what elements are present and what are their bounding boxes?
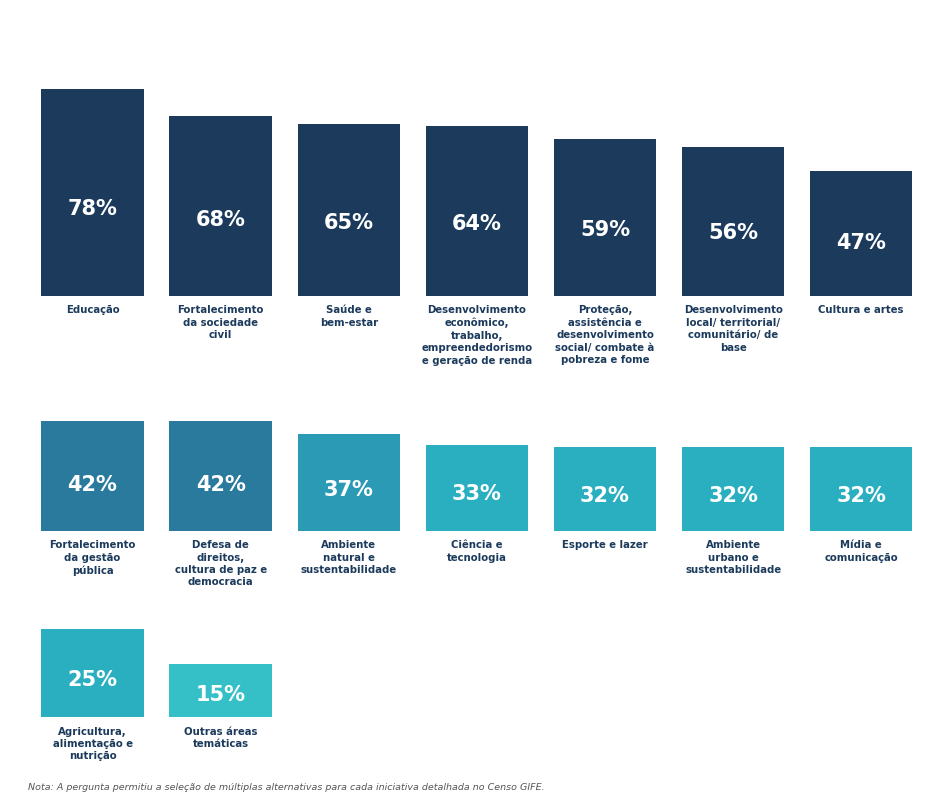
Text: Fortalecimento
da gestão
pública: Fortalecimento da gestão pública [49, 540, 136, 576]
FancyBboxPatch shape [169, 421, 271, 531]
Text: Desenvolvimento
econômico,
trabalho,
empreendedorismo
e geração de renda: Desenvolvimento econômico, trabalho, emp… [421, 305, 532, 365]
Text: Cultura e artes: Cultura e artes [818, 305, 904, 315]
Text: 42%: 42% [67, 475, 118, 495]
FancyBboxPatch shape [425, 445, 528, 531]
Text: Defesa de
direitos,
cultura de paz e
democracia: Defesa de direitos, cultura de paz e dem… [175, 540, 267, 587]
Text: Saúde e
bem-estar: Saúde e bem-estar [320, 305, 378, 328]
FancyBboxPatch shape [809, 447, 912, 531]
Text: 56%: 56% [708, 224, 758, 243]
Text: Fortalecimento
da sociedade
civil: Fortalecimento da sociedade civil [177, 305, 264, 340]
Text: 59%: 59% [580, 220, 630, 240]
Text: Desenvolvimento
local/ territorial/
comunitário/ de
base: Desenvolvimento local/ territorial/ comu… [683, 305, 783, 352]
FancyBboxPatch shape [809, 171, 912, 296]
Text: Educação: Educação [65, 305, 120, 315]
Text: 25%: 25% [67, 670, 118, 690]
FancyBboxPatch shape [41, 89, 143, 296]
FancyBboxPatch shape [553, 447, 656, 531]
FancyBboxPatch shape [425, 126, 528, 296]
FancyBboxPatch shape [41, 629, 143, 717]
Text: 42%: 42% [195, 475, 246, 495]
FancyBboxPatch shape [297, 123, 400, 296]
FancyBboxPatch shape [169, 116, 271, 296]
FancyBboxPatch shape [553, 139, 656, 296]
Text: 33%: 33% [452, 484, 502, 505]
FancyBboxPatch shape [681, 147, 784, 296]
Text: Mídia e
comunicação: Mídia e comunicação [825, 540, 898, 563]
Text: 47%: 47% [836, 233, 886, 254]
Text: Ambiente
urbano e
sustentabilidade: Ambiente urbano e sustentabilidade [685, 540, 781, 575]
Text: 68%: 68% [195, 210, 246, 230]
Text: 78%: 78% [67, 199, 118, 219]
FancyBboxPatch shape [681, 447, 784, 531]
Text: Esporte e lazer: Esporte e lazer [562, 540, 648, 550]
FancyBboxPatch shape [41, 421, 143, 531]
Text: 32%: 32% [836, 485, 886, 505]
Text: Ambiente
natural e
sustentabilidade: Ambiente natural e sustentabilidade [301, 540, 397, 575]
Text: 32%: 32% [708, 485, 758, 505]
Text: 37%: 37% [324, 480, 374, 500]
Text: Nota: A pergunta permitiu a seleção de múltiplas alternativas para cada iniciati: Nota: A pergunta permitiu a seleção de m… [28, 783, 545, 792]
Text: Ciência e
tecnologia: Ciência e tecnologia [447, 540, 507, 563]
Text: Outras áreas
temáticas: Outras áreas temáticas [184, 727, 257, 749]
Text: Proteção,
assistência e
desenvolvimento
social/ combate à
pobreza e fome: Proteção, assistência e desenvolvimento … [555, 305, 655, 365]
FancyBboxPatch shape [169, 664, 271, 717]
Text: 32%: 32% [580, 485, 630, 505]
Text: 64%: 64% [452, 215, 502, 234]
Text: 15%: 15% [195, 684, 246, 705]
Text: Agricultura,
alimentação e
nutrição: Agricultura, alimentação e nutrição [52, 727, 133, 761]
FancyBboxPatch shape [297, 434, 400, 531]
Text: 65%: 65% [324, 213, 374, 233]
